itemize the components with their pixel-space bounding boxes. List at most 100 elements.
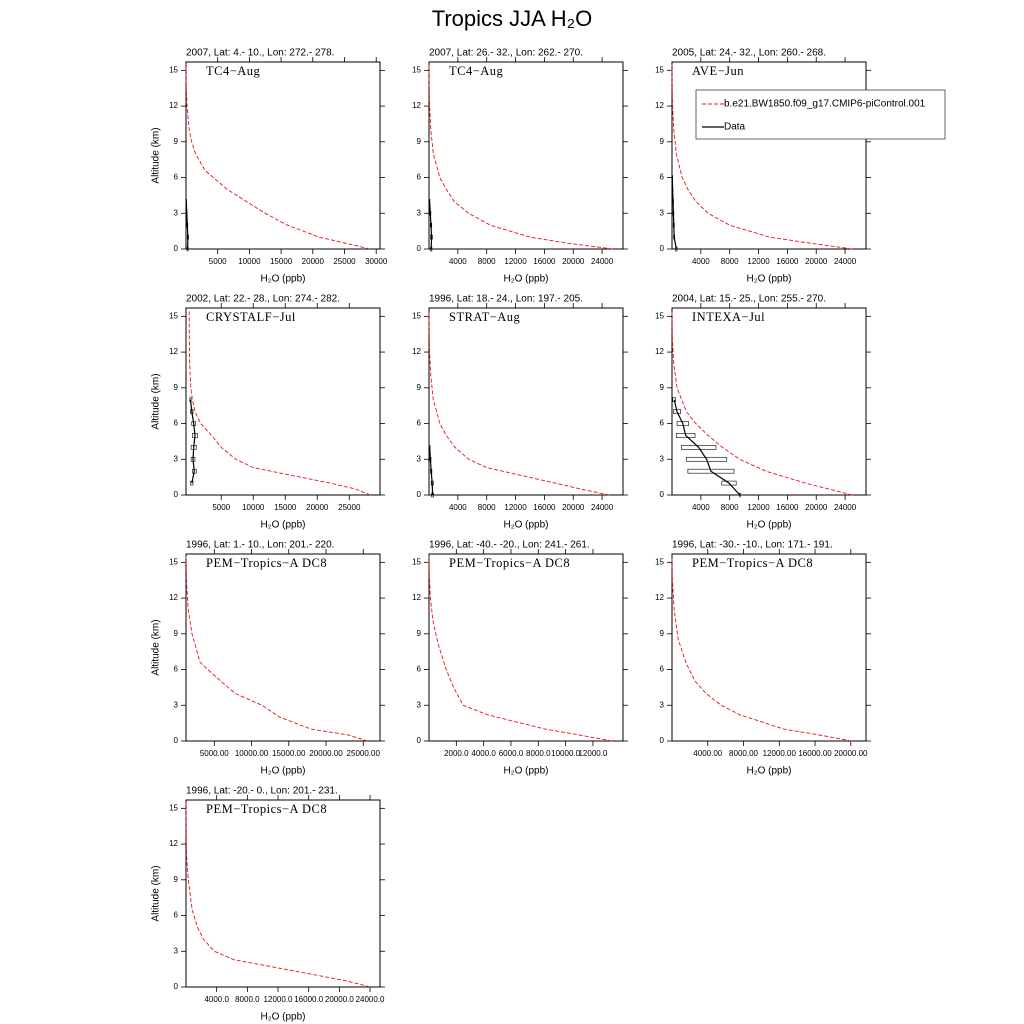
panel-title: 2004, Lat: 15.- 25., Lon: 255.- 270. bbox=[672, 294, 826, 305]
x-tick-label: 4000.0 bbox=[204, 995, 229, 1004]
y-tick-label: 9 bbox=[417, 629, 422, 638]
error-bar bbox=[671, 175, 673, 180]
x-tick-label: 12000.0 bbox=[578, 749, 607, 758]
campaign-label: PEM−Tropics−A DC8 bbox=[206, 556, 327, 570]
profile-line bbox=[428, 64, 613, 250]
error-bar bbox=[673, 234, 676, 240]
y-tick-label: 12 bbox=[169, 347, 178, 356]
x-tick-label: 8000.00 bbox=[729, 749, 758, 758]
y-tick-label: 0 bbox=[417, 244, 422, 253]
y-tick-label: 9 bbox=[417, 137, 422, 146]
x-tick-label: 15000 bbox=[270, 257, 293, 266]
profile-line bbox=[185, 556, 368, 742]
panel-title: 2007, Lat: 4.- 10., Lon: 272.- 278. bbox=[186, 48, 334, 59]
y-tick-label: 9 bbox=[660, 383, 665, 392]
x-tick-label: 24000 bbox=[591, 257, 614, 266]
y-tick-label: 6 bbox=[174, 665, 179, 674]
x-axis-label: H₂O (ppb) bbox=[260, 274, 305, 285]
x-axis-label: H₂O (ppb) bbox=[260, 520, 305, 531]
error-bar bbox=[676, 421, 689, 426]
error-bar bbox=[429, 456, 432, 462]
error-bar bbox=[429, 445, 431, 450]
y-tick-label: 3 bbox=[174, 454, 179, 463]
error-bar bbox=[429, 222, 433, 228]
x-tick-label: 12000.0 bbox=[264, 995, 293, 1004]
y-tick-label: 3 bbox=[660, 208, 665, 217]
x-tick-label: 8000.0 bbox=[526, 749, 551, 758]
error-bar bbox=[186, 210, 188, 216]
x-tick-label: 12000.00 bbox=[763, 749, 797, 758]
x-axis-label: H₂O (ppb) bbox=[503, 520, 548, 531]
error-bar bbox=[672, 222, 675, 228]
y-tick-label: 6 bbox=[417, 419, 422, 428]
y-tick-label: 3 bbox=[174, 208, 179, 217]
campaign-label: PEM−Tropics−A DC8 bbox=[692, 556, 813, 570]
x-axis-label: H₂O (ppb) bbox=[746, 520, 791, 531]
x-tick-label: 12000 bbox=[504, 257, 527, 266]
x-tick-label: 24000 bbox=[834, 257, 857, 266]
panel-title: 2002, Lat: 22.- 28., Lon: 274.- 282. bbox=[186, 294, 340, 305]
x-tick-label: 20000.0 bbox=[325, 995, 354, 1004]
error-bar bbox=[431, 492, 434, 498]
x-axis-label: H₂O (ppb) bbox=[260, 766, 305, 777]
y-tick-label: 0 bbox=[417, 490, 422, 499]
x-tick-label: 6000.0 bbox=[499, 749, 524, 758]
y-axis-label: Altitude (km) bbox=[151, 619, 162, 675]
profile-line bbox=[429, 201, 433, 250]
y-tick-label: 6 bbox=[660, 665, 665, 674]
x-tick-label: 20000 bbox=[302, 257, 325, 266]
profile-line bbox=[185, 802, 371, 988]
plot-frame bbox=[671, 307, 867, 496]
y-tick-label: 6 bbox=[174, 911, 179, 920]
x-tick-label: 8000 bbox=[478, 257, 496, 266]
error-bar bbox=[429, 210, 432, 216]
y-tick-label: 12 bbox=[655, 347, 664, 356]
profile-line bbox=[671, 556, 852, 742]
error-bar bbox=[192, 468, 197, 474]
panel-title: 1996, Lat: -30.- -10., Lon: 171.- 191. bbox=[672, 540, 833, 551]
campaign-label: PEM−Tropics−A DC8 bbox=[449, 556, 570, 570]
y-tick-label: 0 bbox=[660, 736, 665, 745]
panel-title: 1996, Lat: 18.- 24., Lon: 197.- 205. bbox=[429, 294, 583, 305]
error-bar bbox=[430, 234, 433, 240]
y-tick-label: 6 bbox=[660, 419, 665, 428]
x-tick-label: 10000.00 bbox=[235, 749, 269, 758]
panel-title: 1996, Lat: -40.- -20., Lon: 241.- 261. bbox=[429, 540, 590, 551]
x-tick-label: 15000 bbox=[274, 503, 297, 512]
x-tick-label: 12000 bbox=[504, 503, 527, 512]
x-tick-label: 20000.00 bbox=[834, 749, 868, 758]
y-tick-label: 9 bbox=[174, 629, 179, 638]
x-tick-label: 20000 bbox=[805, 257, 828, 266]
campaign-label: INTEXA−Jul bbox=[692, 310, 765, 324]
x-tick-label: 25000 bbox=[333, 257, 356, 266]
y-tick-label: 6 bbox=[660, 173, 665, 182]
x-tick-label: 12000 bbox=[747, 503, 770, 512]
y-tick-label: 0 bbox=[660, 490, 665, 499]
y-tick-label: 15 bbox=[655, 65, 664, 74]
error-bar bbox=[185, 199, 187, 204]
x-tick-label: 25000.00 bbox=[347, 749, 381, 758]
y-tick-label: 3 bbox=[417, 208, 422, 217]
error-bar bbox=[672, 210, 675, 216]
y-tick-label: 9 bbox=[660, 137, 665, 146]
legend-label: b.e21.BW1850.f09_g17.CMIP6-piControl.001 bbox=[724, 99, 926, 110]
panel-title: 2007, Lat: 26.- 32., Lon: 262.- 270. bbox=[429, 48, 583, 59]
campaign-label: CRYSTALF−Jul bbox=[206, 310, 296, 324]
plot-frame bbox=[185, 553, 381, 742]
y-tick-label: 3 bbox=[174, 946, 179, 955]
y-tick-label: 3 bbox=[174, 700, 179, 709]
error-bar bbox=[190, 409, 194, 414]
x-tick-label: 4000 bbox=[449, 503, 467, 512]
error-bar bbox=[428, 199, 431, 204]
panel-title: 1996, Lat: 1.- 10., Lon: 201.- 220. bbox=[186, 540, 334, 551]
y-tick-label: 0 bbox=[174, 490, 179, 499]
plot-frame bbox=[428, 553, 624, 742]
y-tick-label: 15 bbox=[169, 803, 178, 812]
error-bar bbox=[186, 234, 189, 240]
x-tick-label: 24000 bbox=[591, 503, 614, 512]
panel-title: 2005, Lat: 24.- 32., Lon: 260.- 268. bbox=[672, 48, 826, 59]
x-tick-label: 24000 bbox=[834, 503, 857, 512]
x-tick-label: 4000.0 bbox=[471, 749, 496, 758]
x-tick-label: 16000 bbox=[776, 257, 799, 266]
